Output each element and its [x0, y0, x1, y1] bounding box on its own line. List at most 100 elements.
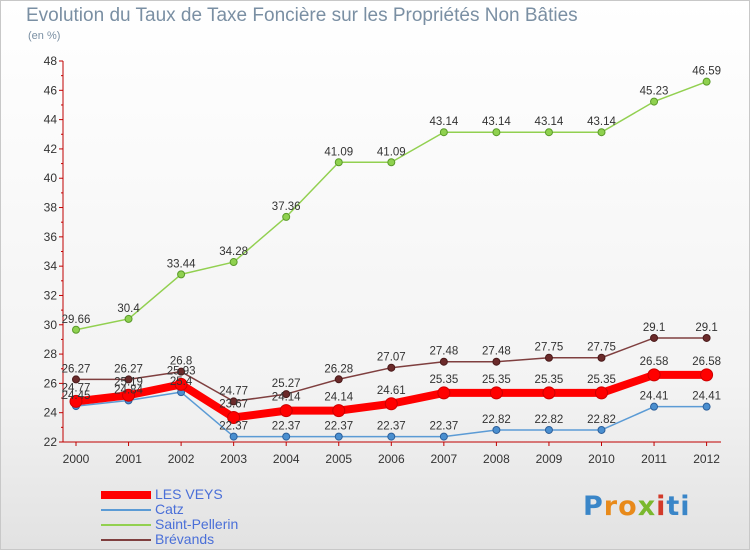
data-label-catz: 22.37	[377, 421, 406, 433]
y-tick-label: 48	[44, 54, 58, 68]
data-point-saint-pellerin	[282, 212, 291, 221]
data-label-catz: 22.37	[324, 421, 353, 433]
y-tick-label: 26	[44, 376, 58, 390]
logo-letter: r	[603, 491, 619, 522]
data-label-catz: 22.37	[429, 421, 458, 433]
x-tick-label: 2005	[325, 452, 352, 466]
legend-label: Catz	[155, 501, 184, 517]
data-point-br-vands	[702, 333, 711, 342]
y-tick-label: 32	[44, 288, 58, 302]
data-point-br-vands	[282, 390, 291, 399]
data-point-br-vands	[544, 353, 553, 362]
data-point-les-veys	[595, 386, 608, 400]
logo-letter: ti	[666, 491, 691, 522]
data-point-catz	[282, 432, 291, 441]
x-tick-label: 2003	[220, 452, 247, 466]
data-label-br-vands: 27.48	[429, 346, 458, 358]
data-label-saint-pellerin: 37.36	[272, 201, 301, 213]
y-tick-label: 40	[44, 171, 58, 185]
legend-swatch-les-veys	[101, 491, 151, 499]
data-label-saint-pellerin: 29.66	[62, 314, 91, 326]
x-tick-label: 2011	[641, 452, 667, 466]
data-point-catz	[544, 425, 553, 434]
data-point-saint-pellerin	[597, 128, 606, 137]
data-label-br-vands: 26.27	[114, 363, 143, 375]
y-tick-label: 28	[44, 347, 58, 361]
data-point-br-vands	[177, 367, 186, 376]
x-tick-label: 2000	[63, 452, 90, 466]
data-label-les-veys: 25.93	[167, 365, 196, 377]
data-label-catz: 22.82	[587, 414, 616, 426]
x-tick-label: 2009	[536, 452, 563, 466]
data-label-catz: 24.41	[640, 391, 669, 403]
data-label-les-veys: 24.14	[272, 392, 301, 404]
data-label-br-vands: 26.27	[62, 363, 91, 375]
x-tick-label: 2001	[115, 452, 142, 466]
y-tick-label: 46	[44, 83, 58, 97]
data-point-br-vands	[650, 333, 659, 342]
data-point-catz	[387, 432, 396, 441]
data-point-br-vands	[229, 397, 238, 406]
x-tick-label: 2007	[430, 452, 457, 466]
x-tick-label: 2002	[168, 452, 195, 466]
data-label-saint-pellerin: 43.14	[535, 116, 564, 128]
data-point-saint-pellerin	[650, 97, 659, 106]
logo-letter: x	[637, 491, 657, 522]
data-point-catz	[597, 425, 606, 434]
data-point-saint-pellerin	[177, 270, 186, 279]
data-label-saint-pellerin: 41.09	[324, 146, 353, 158]
data-label-catz: 24.41	[692, 391, 721, 403]
data-label-saint-pellerin: 41.09	[377, 146, 406, 158]
logo-letter: i	[656, 491, 667, 522]
x-tick-label: 2008	[483, 452, 510, 466]
y-tick-label: 22	[44, 435, 58, 449]
data-label-catz: 24.84	[114, 384, 143, 396]
data-point-saint-pellerin	[334, 158, 343, 167]
data-point-saint-pellerin	[124, 314, 133, 323]
data-label-saint-pellerin: 43.14	[587, 116, 616, 128]
y-tick-label: 36	[44, 230, 58, 244]
data-point-saint-pellerin	[229, 258, 238, 267]
data-label-les-veys: 25.35	[429, 374, 458, 386]
data-label-les-veys: 26.58	[640, 356, 669, 368]
data-label-catz: 22.82	[482, 414, 511, 426]
data-label-les-veys: 26.58	[692, 356, 721, 368]
y-tick-label: 24	[44, 406, 58, 420]
data-label-saint-pellerin: 33.44	[167, 258, 196, 270]
data-point-br-vands	[72, 375, 80, 384]
data-label-les-veys: 25.19	[114, 376, 143, 388]
data-label-br-vands: 25.27	[272, 378, 301, 390]
data-point-les-veys	[437, 386, 451, 400]
data-label-les-veys: 23.67	[219, 399, 248, 411]
proxiti-logo: Proxiti	[583, 491, 691, 522]
y-tick-label: 42	[44, 142, 58, 156]
y-tick-label: 38	[44, 201, 58, 215]
legend-label: Brévands	[155, 531, 215, 547]
data-point-br-vands	[124, 375, 133, 384]
data-label-br-vands: 26.8	[170, 356, 192, 368]
data-point-saint-pellerin	[492, 128, 501, 137]
x-tick-label: 2012	[693, 452, 720, 466]
data-point-les-veys	[174, 377, 188, 391]
data-label-br-vands: 27.07	[377, 352, 406, 364]
data-point-catz	[229, 432, 238, 441]
legend-swatch-saint-pellerin	[101, 524, 151, 526]
x-tick-label: 2006	[378, 452, 405, 466]
data-label-les-veys: 25.35	[482, 374, 511, 386]
y-tick-label: 44	[44, 113, 58, 127]
data-point-les-veys	[227, 411, 241, 425]
data-label-les-veys: 24.14	[324, 392, 353, 404]
data-label-catz: 24.45	[62, 390, 91, 402]
y-tick-label: 34	[44, 259, 58, 273]
legend-swatch-brevands	[101, 539, 151, 541]
data-label-catz: 22.82	[535, 414, 564, 426]
data-point-les-veys	[122, 388, 136, 402]
data-label-br-vands: 27.75	[587, 342, 616, 354]
data-label-saint-pellerin: 46.59	[692, 66, 721, 78]
logo-letter: P	[583, 491, 604, 522]
data-point-catz	[439, 432, 448, 441]
data-point-les-veys	[69, 394, 83, 408]
data-point-les-veys	[279, 404, 293, 418]
data-point-br-vands	[492, 357, 501, 366]
